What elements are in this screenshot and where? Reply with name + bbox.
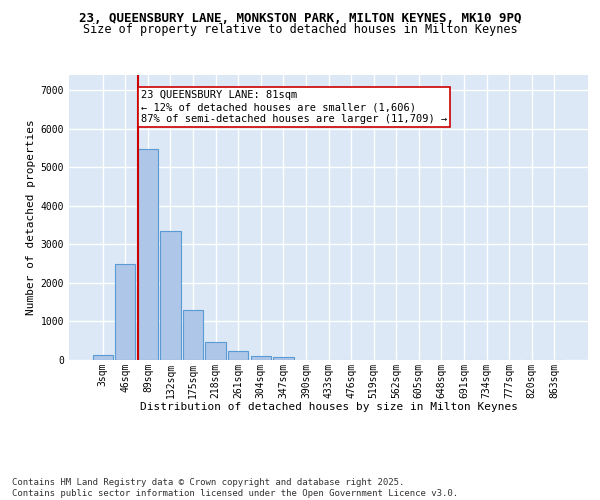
Bar bbox=[92, 356, 113, 360]
Bar bbox=[183, 310, 203, 360]
Bar bbox=[251, 356, 271, 360]
Bar bbox=[228, 351, 248, 360]
Bar bbox=[138, 149, 158, 360]
Text: 23 QUEENSBURY LANE: 81sqm
← 12% of detached houses are smaller (1,606)
87% of se: 23 QUEENSBURY LANE: 81sqm ← 12% of detac… bbox=[140, 90, 447, 124]
Bar bbox=[273, 358, 293, 360]
Text: 23, QUEENSBURY LANE, MONKSTON PARK, MILTON KEYNES, MK10 9PQ: 23, QUEENSBURY LANE, MONKSTON PARK, MILT… bbox=[79, 12, 521, 26]
Bar bbox=[160, 231, 181, 360]
Text: Size of property relative to detached houses in Milton Keynes: Size of property relative to detached ho… bbox=[83, 22, 517, 36]
Y-axis label: Number of detached properties: Number of detached properties bbox=[26, 120, 37, 316]
Bar bbox=[205, 342, 226, 360]
Text: Contains HM Land Registry data © Crown copyright and database right 2025.
Contai: Contains HM Land Registry data © Crown c… bbox=[12, 478, 458, 498]
Text: Distribution of detached houses by size in Milton Keynes: Distribution of detached houses by size … bbox=[140, 402, 518, 412]
Bar bbox=[115, 264, 136, 360]
